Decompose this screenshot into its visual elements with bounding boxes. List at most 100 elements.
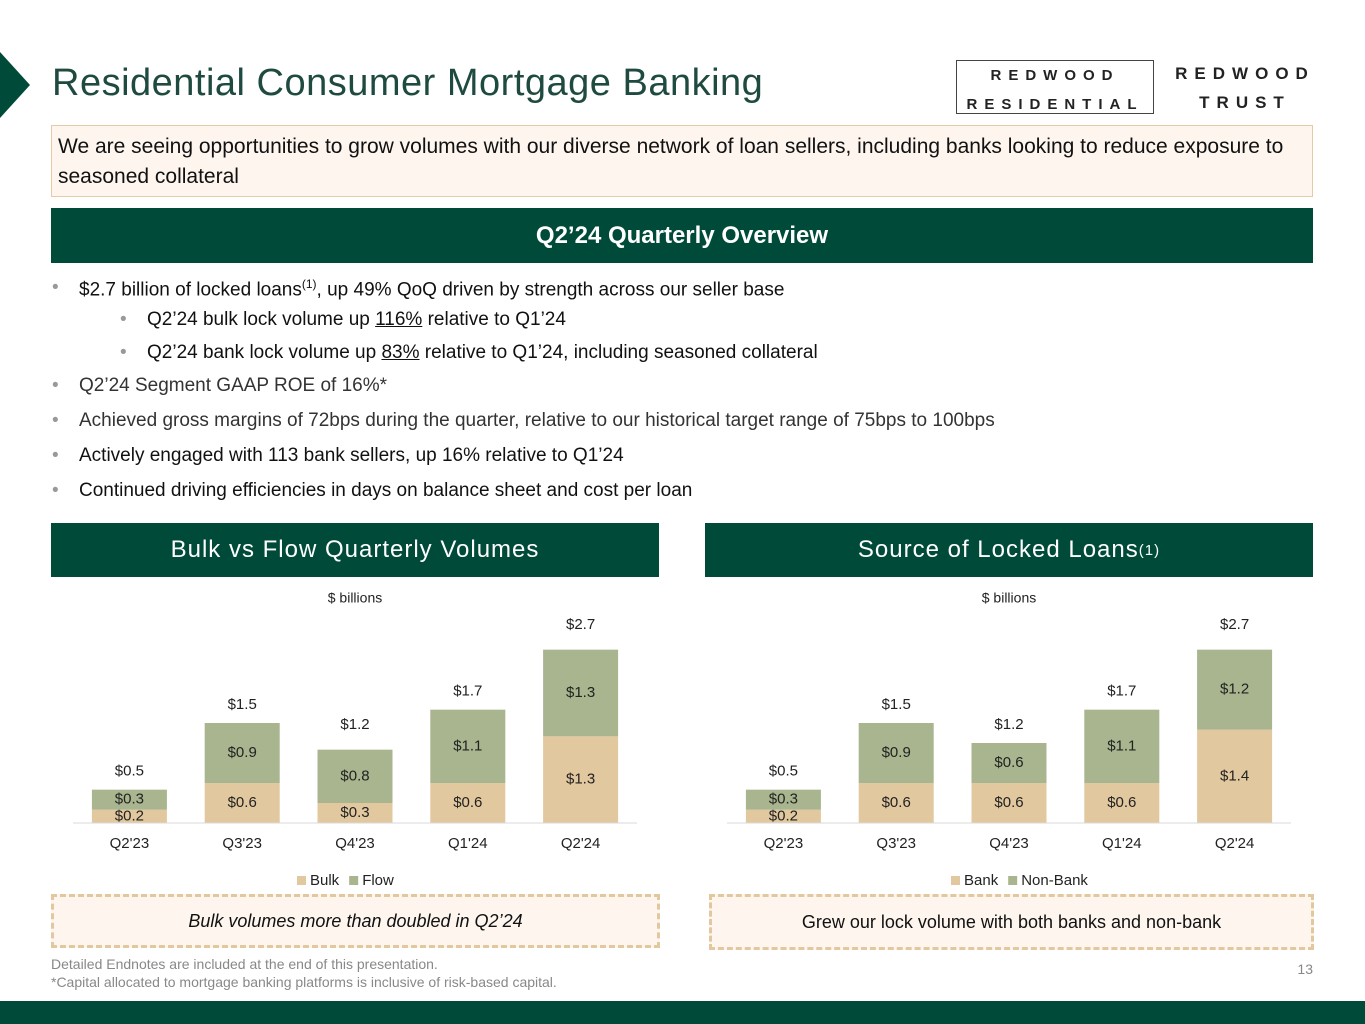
chevron	[0, 52, 30, 118]
highlight: 83%	[381, 342, 420, 363]
text: Achieved gross margins of 72bps during t…	[79, 410, 995, 431]
chart-subtitle: $ billions	[982, 590, 1036, 606]
callout: Bulk volumes more than doubled in Q2’24	[51, 894, 660, 948]
value-label: $0.3	[340, 804, 369, 821]
bar-segment	[745, 809, 821, 823]
value-label: $1.3	[566, 771, 595, 788]
highlight: 116%	[375, 309, 423, 330]
x-tick-label: Q2'23	[110, 835, 150, 852]
text: relative to Q1’24	[422, 309, 566, 330]
value-label: $0.8	[340, 767, 369, 784]
value-label: $0.6	[994, 754, 1023, 771]
total-label: $1.2	[340, 716, 369, 733]
bar-segment	[1084, 783, 1160, 823]
value-label: $0.9	[882, 744, 911, 761]
x-tick-label: Q4'23	[989, 835, 1029, 852]
chart-banner: Source of Locked Loans (1)	[705, 523, 1313, 577]
legend-label: Bank	[964, 872, 999, 889]
total-label: $1.5	[228, 696, 257, 713]
x-tick-label: Q4'23	[335, 835, 375, 852]
footnote: Detailed Endnotes are included at the en…	[51, 956, 438, 972]
bar-segment	[858, 723, 934, 783]
logo-text: REDWOOD	[990, 67, 1120, 84]
bar-segment	[91, 789, 167, 810]
value-label: $1.4	[1220, 767, 1249, 784]
legend-label: Bulk	[310, 872, 340, 889]
text: Actively engaged with 113 bank sellers, …	[79, 445, 624, 466]
bullet: Q2’24 bulk lock volume up 116% relative …	[120, 309, 566, 331]
logo-text: RESIDENTIAL	[966, 96, 1144, 113]
x-tick-label: Q1'24	[448, 835, 488, 852]
value-label: $0.6	[882, 794, 911, 811]
x-tick-label: Q3'23	[222, 835, 262, 852]
bullet: Q2’24 bank lock volume up 83% relative t…	[120, 342, 818, 364]
x-tick-label: Q2'24	[561, 835, 601, 852]
legend-swatch	[951, 876, 960, 885]
title: Residential Consumer Mortgage Banking	[52, 62, 764, 104]
logo-text: REDWOOD	[1175, 64, 1315, 83]
value-label: $1.3	[566, 684, 595, 701]
logo-text: TRUST	[1199, 93, 1291, 112]
chart-title: Source of Locked Loans	[857, 536, 1139, 563]
bar-segment	[971, 783, 1047, 823]
text: Continued driving efficiencies in days o…	[79, 480, 693, 501]
footnote: *Capital allocated to mortgage banking p…	[51, 974, 557, 990]
value-label: $0.6	[994, 794, 1023, 811]
legend-swatch	[349, 876, 359, 885]
logo-trust: REDWOOD TRUST	[1170, 64, 1320, 113]
value-label: $0.2	[769, 807, 798, 824]
total-label: $1.2	[994, 716, 1023, 733]
text: Q2’24 bulk lock volume up	[147, 309, 376, 330]
text: $2.7 billion of locked loans	[79, 279, 302, 301]
value-label: $1.2	[1220, 681, 1249, 698]
value-label: $1.1	[1107, 737, 1136, 754]
bar-segment	[204, 723, 280, 783]
bar-segment	[745, 789, 821, 810]
bar-segment	[204, 783, 280, 823]
x-tick-label: Q2'23	[764, 835, 804, 852]
page-number: 13	[1297, 961, 1313, 977]
bar-segment	[1084, 709, 1160, 783]
total-label: $0.5	[769, 763, 798, 780]
value-label: $0.3	[769, 791, 798, 808]
overview-banner: Q2’24 Quarterly Overview	[51, 208, 1313, 263]
logo-residential: REDWOOD RESIDENTIAL	[956, 60, 1154, 114]
legend-label: Flow	[362, 872, 394, 889]
legend-swatch	[297, 876, 306, 885]
bar-segment	[430, 783, 506, 823]
chart: $ billions$0.2$0.3$0.5Q2'23$0.6$0.9$1.5Q…	[73, 590, 637, 889]
bullet: Actively engaged with 113 bank sellers, …	[52, 445, 624, 467]
bar-segment	[858, 783, 934, 823]
bar-segment	[317, 803, 393, 823]
text: Q2’24 Segment GAAP ROE of 16%*	[79, 375, 388, 396]
chart: $ billions$0.2$0.3$0.5Q2'23$0.6$0.9$1.5Q…	[727, 590, 1291, 889]
chart-banner: Bulk vs Flow Quarterly Volumes	[51, 523, 659, 577]
bar-segment	[543, 649, 619, 737]
total-label: $2.7	[1220, 616, 1249, 633]
note: (1)	[1138, 541, 1161, 559]
x-tick-label: Q3'23	[876, 835, 916, 852]
text: , up 49% QoQ driven by strength across o…	[316, 279, 785, 301]
chart-title: Bulk vs Flow Quarterly Volumes	[170, 536, 540, 563]
value-label: $1.1	[453, 737, 482, 754]
total-label: $2.7	[566, 616, 595, 633]
bar-segment	[1197, 649, 1273, 730]
value-label: $0.3	[115, 791, 144, 808]
chart-subtitle: $ billions	[328, 590, 382, 606]
footer-bar	[0, 1001, 1365, 1024]
summary: We are seeing opportunities to grow volu…	[51, 125, 1313, 197]
bar-segment	[430, 709, 506, 783]
bar-segment	[317, 749, 393, 803]
legend-label: Non-Bank	[1021, 872, 1088, 889]
bullet: $2.7 billion of locked loans(1), up 49% …	[52, 277, 785, 301]
value-label: $0.9	[228, 744, 257, 761]
x-tick-label: Q2'24	[1215, 835, 1255, 852]
text: relative to Q1’24, including seasoned co…	[419, 342, 818, 363]
bar-segment	[543, 736, 619, 823]
bullet: Continued driving efficiencies in days o…	[52, 480, 693, 502]
total-label: $1.7	[453, 683, 482, 700]
legend-swatch	[1008, 876, 1018, 885]
x-tick-label: Q1'24	[1102, 835, 1142, 852]
bar-segment	[1197, 729, 1273, 823]
